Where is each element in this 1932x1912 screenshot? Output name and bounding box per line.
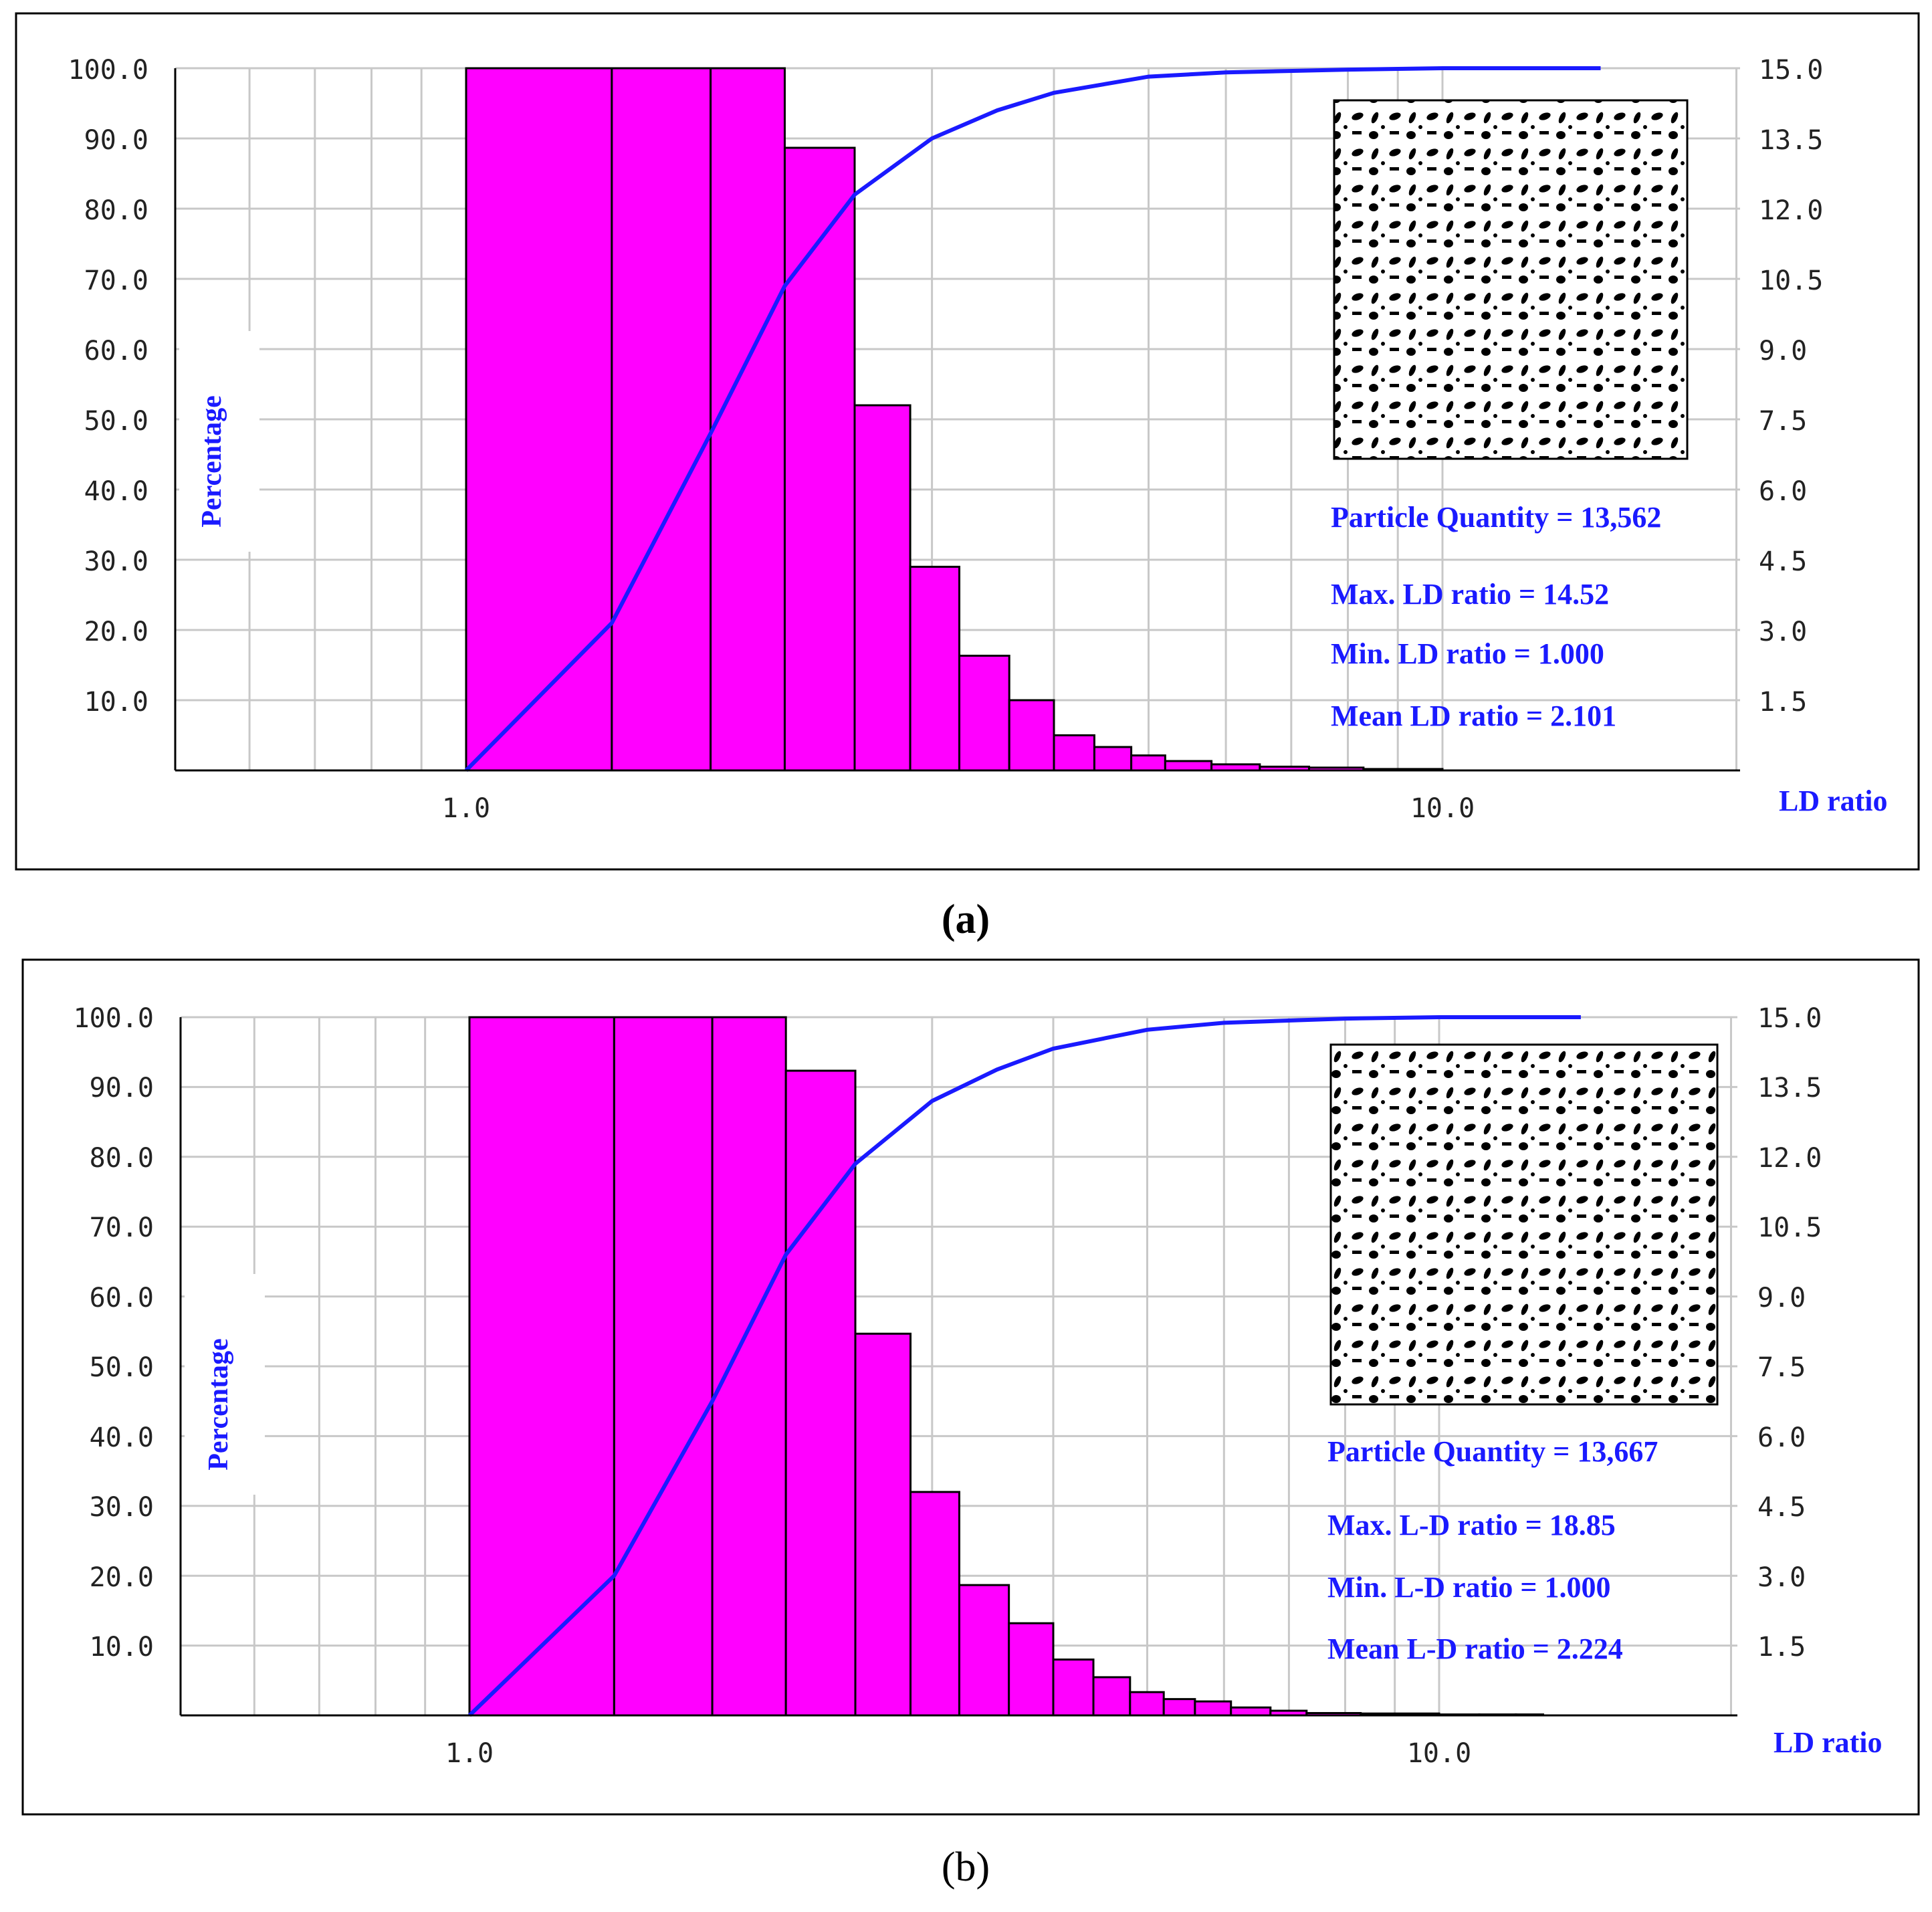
- x-tick-label: 1.0: [445, 1738, 494, 1769]
- stat-particle-quantity: Particle Quantity = 13,667: [1327, 1435, 1658, 1468]
- histogram-bar: [611, 67, 712, 772]
- histogram-bar: [1008, 699, 1055, 772]
- stat-min-ratio: Min. LD ratio = 1.000: [1331, 637, 1604, 670]
- histogram-bar: [1130, 754, 1166, 772]
- chart-a-cumulative-line: [464, 66, 1601, 772]
- histogram-bar: [468, 1016, 615, 1717]
- histogram-bar: [1053, 734, 1095, 772]
- chart-b-ylabel: Percentage: [203, 1338, 234, 1470]
- ylabel-backdrop: [185, 1274, 265, 1495]
- histogram-bar: [1052, 1658, 1095, 1717]
- histogram-bar: [1093, 746, 1133, 772]
- left-tick-label: 40.0: [90, 1422, 154, 1453]
- histogram-bar: [1194, 1700, 1232, 1717]
- right-tick-label: 9.0: [1759, 336, 1807, 366]
- right-tick-label: 15.0: [1759, 55, 1823, 86]
- chart-a-bars: [465, 67, 1444, 772]
- right-tick-label: 3.0: [1759, 617, 1807, 647]
- right-tick-label: 13.5: [1757, 1073, 1822, 1103]
- right-tick-label: 4.5: [1757, 1492, 1806, 1523]
- right-tick-label: 7.5: [1757, 1352, 1806, 1383]
- left-tick-label: 80.0: [84, 195, 148, 226]
- chart-a-stats: Particle Quantity = 13,562 Max. LD ratio…: [1331, 501, 1661, 732]
- right-tick-label: 10.5: [1757, 1212, 1822, 1243]
- right-tick-label: 6.0: [1757, 1422, 1806, 1453]
- left-tick-label: 10.0: [84, 687, 148, 718]
- right-tick-label: 6.0: [1759, 476, 1807, 507]
- chart-a: 100.0 90.0 80.0 70.0 60.0 50.0 40.0 30.0…: [15, 12, 1920, 871]
- chart-a-particle-image: [1333, 99, 1689, 460]
- right-tick-label: 13.5: [1759, 125, 1823, 156]
- right-tick-label: 12.0: [1759, 195, 1823, 226]
- left-tick-label: 80.0: [90, 1143, 154, 1174]
- right-tick-label: 1.5: [1759, 687, 1807, 718]
- left-tick-label: 90.0: [90, 1073, 154, 1103]
- left-tick-label: 70.0: [90, 1212, 154, 1243]
- stat-max-ratio: Max. LD ratio = 14.52: [1331, 578, 1609, 611]
- histogram-bar: [711, 1016, 787, 1717]
- left-tick-label: 10.0: [90, 1632, 154, 1663]
- x-tick-label: 10.0: [1410, 793, 1475, 824]
- histogram-bar: [1164, 760, 1213, 772]
- left-tick-label: 100.0: [74, 1003, 154, 1034]
- stat-mean-ratio: Mean LD ratio = 2.101: [1331, 700, 1616, 732]
- chart-a-left-ticks: 100.0 90.0 80.0 70.0 60.0 50.0 40.0 30.0…: [68, 55, 148, 718]
- caption-a: (a): [942, 897, 990, 942]
- histogram-bar: [909, 1491, 960, 1717]
- histogram-bar: [909, 566, 961, 772]
- x-tick-label: 1.0: [442, 793, 490, 824]
- left-tick-label: 30.0: [90, 1492, 154, 1523]
- left-tick-label: 70.0: [84, 265, 148, 296]
- histogram-bar: [465, 67, 613, 772]
- chart-a-right-ticks: 15.0 13.5 12.0 10.5 9.0 7.5 6.0 4.5 3.0 …: [1759, 55, 1823, 718]
- chart-a-xlabel: LD ratio: [1779, 784, 1888, 817]
- chart-b-right-ticks: 15.0 13.5 12.0 10.5 9.0 7.5 6.0 4.5 3.0 …: [1757, 1003, 1822, 1663]
- right-tick-label: 4.5: [1759, 546, 1807, 577]
- right-tick-label: 15.0: [1757, 1003, 1822, 1034]
- stat-mean-ratio: Mean L-D ratio = 2.224: [1327, 1632, 1623, 1665]
- right-tick-label: 7.5: [1759, 406, 1807, 437]
- histogram-bar: [710, 67, 786, 772]
- chart-b-cumulative-line: [467, 1015, 1581, 1717]
- histogram-bar: [1129, 1691, 1165, 1717]
- stat-min-ratio: Min. L-D ratio = 1.000: [1327, 1571, 1610, 1604]
- left-tick-label: 20.0: [84, 617, 148, 647]
- histogram-bar: [1092, 1676, 1132, 1717]
- left-tick-label: 100.0: [68, 55, 148, 86]
- stat-max-ratio: Max. L-D ratio = 18.85: [1327, 1509, 1616, 1542]
- right-tick-label: 9.0: [1757, 1283, 1806, 1313]
- histogram-bar: [853, 404, 911, 772]
- left-tick-label: 40.0: [84, 476, 148, 507]
- left-tick-label: 50.0: [90, 1352, 154, 1383]
- left-tick-label: 50.0: [84, 406, 148, 437]
- right-tick-label: 3.0: [1757, 1562, 1806, 1593]
- ylabel-backdrop: [179, 331, 259, 552]
- right-tick-label: 10.5: [1759, 265, 1823, 296]
- histogram-bar: [1230, 1706, 1272, 1717]
- chart-a-ylabel: Percentage: [197, 395, 227, 527]
- right-tick-label: 1.5: [1757, 1632, 1806, 1663]
- right-tick-label: 12.0: [1757, 1143, 1822, 1174]
- left-tick-label: 20.0: [90, 1562, 154, 1593]
- chart-b-stats: Particle Quantity = 13,667 Max. L-D rati…: [1327, 1435, 1658, 1665]
- caption-b: (b): [942, 1844, 990, 1890]
- histogram-bar: [854, 1332, 912, 1717]
- chart-b: 100.0 90.0 80.0 70.0 60.0 50.0 40.0 30.0…: [21, 958, 1920, 1816]
- histogram-bar: [958, 655, 1010, 772]
- left-tick-label: 90.0: [84, 125, 148, 156]
- histogram-bar: [1162, 1698, 1196, 1717]
- histogram-bar: [784, 1069, 857, 1717]
- left-tick-label: 30.0: [84, 546, 148, 577]
- chart-b-left-ticks: 100.0 90.0 80.0 70.0 60.0 50.0 40.0 30.0…: [74, 1003, 154, 1663]
- histogram-bar: [1008, 1622, 1055, 1717]
- histogram-bar: [613, 1016, 714, 1717]
- histogram-bar: [958, 1584, 1010, 1717]
- left-tick-label: 60.0: [90, 1283, 154, 1313]
- chart-b-xlabel: LD ratio: [1774, 1726, 1883, 1759]
- left-tick-label: 60.0: [84, 336, 148, 366]
- chart-b-particle-image: [1329, 1043, 1719, 1406]
- stat-particle-quantity: Particle Quantity = 13,562: [1331, 501, 1661, 534]
- x-tick-label: 10.0: [1407, 1738, 1471, 1769]
